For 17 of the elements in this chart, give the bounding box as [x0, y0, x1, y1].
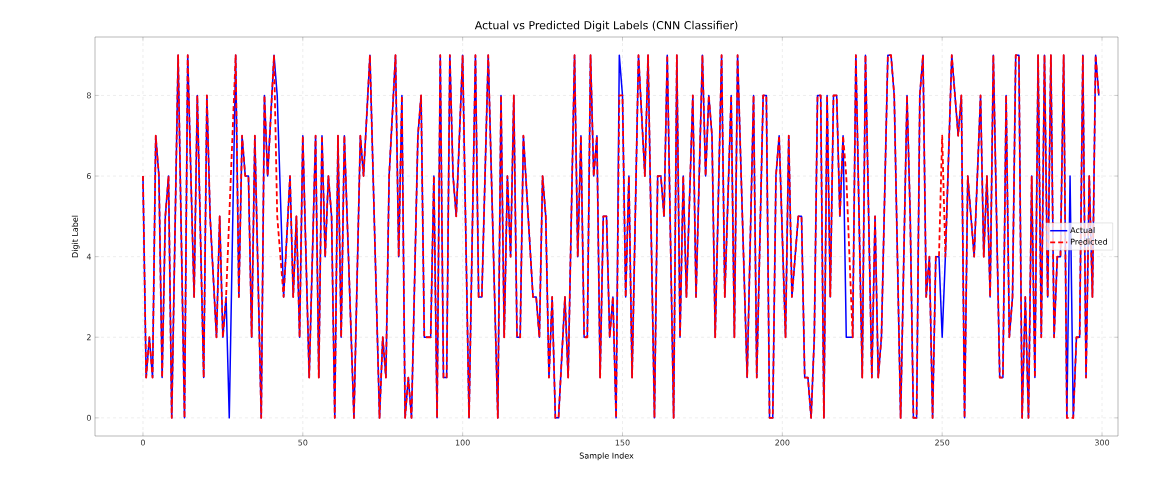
y-axis-title: Digit Label: [71, 215, 80, 258]
chart-title: Actual vs Predicted Digit Labels (CNN Classifier): [474, 20, 738, 32]
x-tick-label: 150: [615, 439, 630, 446]
x-tick-label: 200: [775, 439, 790, 446]
y-tick-label: 4: [86, 253, 92, 260]
x-tick-label: 300: [1095, 439, 1110, 446]
x-tick-label: 50: [298, 439, 308, 446]
x-axis-title: Sample Index: [579, 452, 634, 461]
y-tick-label: 8: [86, 92, 91, 99]
x-tick-label: 250: [935, 439, 950, 446]
y-tick-label: 6: [86, 173, 91, 180]
x-tick-label: 0: [140, 439, 145, 446]
legend-label: Actual: [1070, 226, 1095, 234]
x-tick-label: 100: [455, 439, 470, 446]
y-tick-label: 0: [86, 414, 91, 421]
legend-label: Predicted: [1070, 238, 1107, 245]
y-tick-label: 2: [86, 334, 91, 341]
